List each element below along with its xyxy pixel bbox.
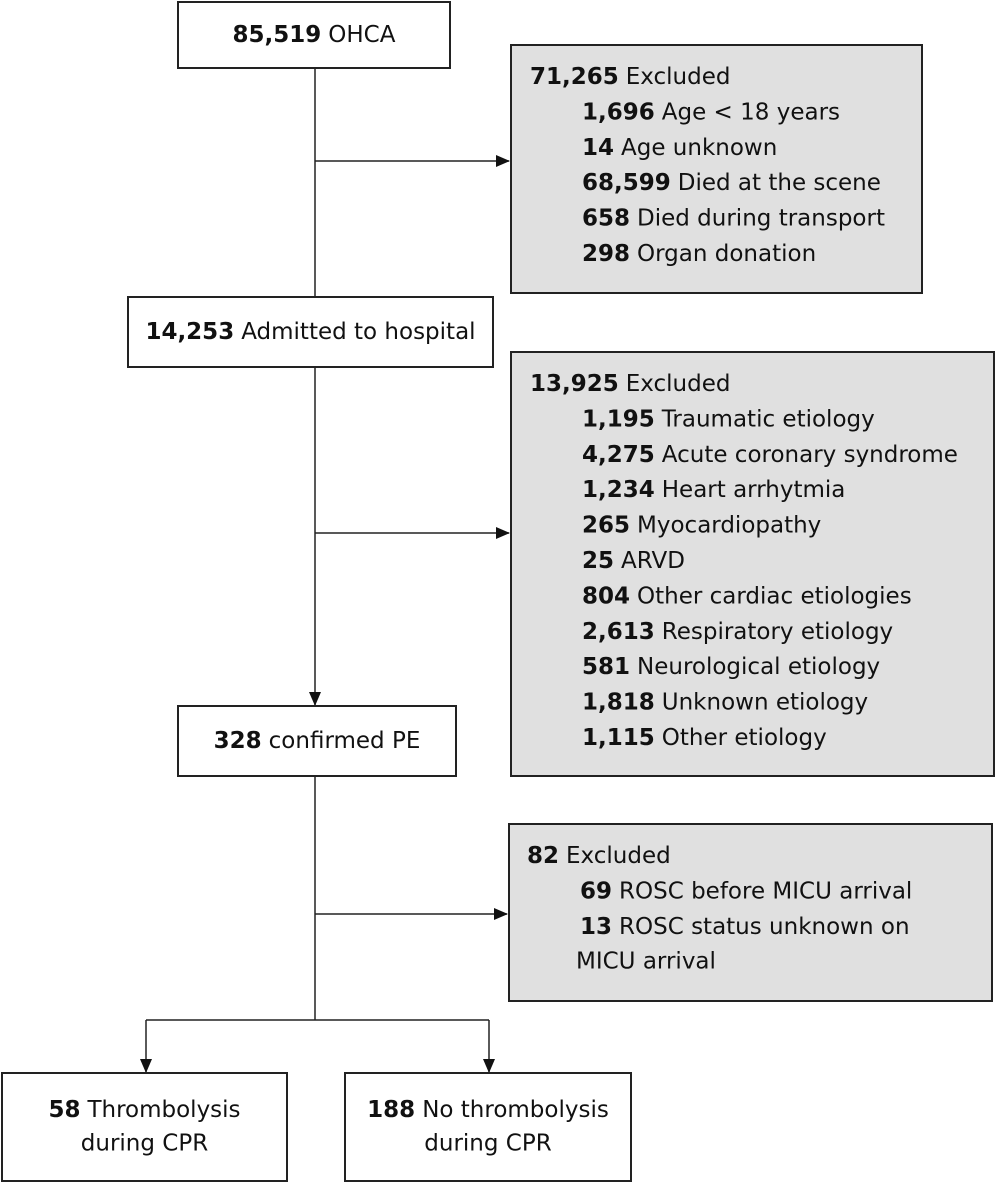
exclusion-item: 1,195 Traumatic etiology: [582, 406, 875, 432]
node-count: 58: [48, 1097, 80, 1123]
node-box: [177, 705, 457, 777]
item-count: 1,696: [582, 99, 655, 125]
exclusion-item: 298 Organ donation: [582, 241, 816, 267]
node-count: 188: [367, 1097, 415, 1123]
exclusion-item: 1,115 Other etiology: [582, 725, 827, 751]
node-label: OHCA: [328, 22, 395, 48]
item-count: 14: [582, 134, 614, 160]
node-label: during CPR: [81, 1131, 208, 1157]
exclusion-item: 1,818 Unknown etiology: [582, 689, 868, 715]
item-label: ROSC status unknown on: [619, 913, 910, 939]
node-label: during CPR: [424, 1131, 551, 1157]
exclusion-item: 1,234 Heart arrhytmia: [582, 477, 845, 503]
item-count: 2,613: [582, 618, 655, 644]
node-count: 85,519: [233, 22, 322, 48]
node-text: 328 confirmed PE: [214, 728, 421, 754]
exclusion-header: 13,925 Excluded: [530, 371, 730, 397]
node-text: 85,519 OHCA: [233, 22, 396, 48]
item-label: Myocardiopathy: [637, 512, 821, 538]
item-count: 4,275: [582, 441, 655, 467]
item-count: 69: [580, 878, 612, 904]
item-label: Organ donation: [637, 241, 816, 267]
node-text: 14,253 Admitted to hospital: [145, 319, 475, 345]
item-label: Acute coronary syndrome: [662, 441, 958, 467]
exclusion-item: 13 ROSC status unknown on: [580, 913, 910, 939]
node-count: 328: [214, 728, 262, 754]
item-label: MICU arrival: [576, 949, 716, 975]
item-count: 298: [582, 241, 630, 267]
item-label: Other etiology: [662, 725, 827, 751]
exclusion-item: 2,613 Respiratory etiology: [582, 618, 893, 644]
item-label: Respiratory etiology: [662, 618, 893, 644]
item-label: Other cardiac etiologies: [637, 583, 912, 609]
item-label: Neurological etiology: [637, 654, 880, 680]
exclusion-label: Excluded: [626, 371, 731, 397]
item-count: 265: [582, 512, 630, 538]
exclusion-count: 82: [527, 843, 559, 869]
exclusion-label: Excluded: [626, 64, 731, 90]
item-count: 1,818: [582, 689, 655, 715]
item-label: ARVD: [621, 548, 685, 574]
exclusion-item: 25 ARVD: [582, 548, 685, 574]
exclusion-item: 658 Died during transport: [582, 205, 885, 231]
node-box: [1, 1072, 288, 1182]
exclusion-item: 804 Other cardiac etiologies: [582, 583, 912, 609]
exclusion-header: 71,265 Excluded: [530, 64, 730, 90]
item-count: 13: [580, 913, 612, 939]
node-box: [127, 296, 494, 368]
node-count: 14,253: [145, 319, 234, 345]
item-count: 1,234: [582, 477, 655, 503]
node-label: confirmed PE: [269, 728, 421, 754]
node-text: 188 No thrombolysis: [367, 1097, 609, 1123]
exclusion-box: [510, 44, 923, 294]
connectors: [140, 68, 510, 1073]
node-label: Thrombolysis: [86, 1097, 240, 1123]
item-label: ROSC before MICU arrival: [619, 878, 912, 904]
node-text: 58 Thrombolysis: [48, 1097, 240, 1123]
item-label: Died at the scene: [678, 170, 881, 196]
item-count: 1,195: [582, 406, 655, 432]
exclusion-box: [508, 823, 993, 1002]
exclusion-item: 1,696 Age < 18 years: [582, 99, 840, 125]
item-count: 804: [582, 583, 630, 609]
item-count: 68,599: [582, 170, 671, 196]
exclusion-box: [510, 351, 995, 777]
item-count: 25: [582, 548, 614, 574]
node-box: [177, 1, 451, 69]
exclusion-item: 4,275 Acute coronary syndrome: [582, 441, 958, 467]
exclusion-item: 581 Neurological etiology: [582, 654, 880, 680]
exclusion-header: 82 Excluded: [527, 843, 671, 869]
exclusion-item: 14 Age unknown: [582, 134, 777, 160]
exclusion-item: 68,599 Died at the scene: [582, 170, 881, 196]
node-label: Admitted to hospital: [241, 319, 475, 345]
item-count: 1,115: [582, 725, 655, 751]
item-label: Unknown etiology: [662, 689, 868, 715]
item-label: Age unknown: [621, 134, 777, 160]
exclusion-item: 69 ROSC before MICU arrival: [580, 878, 912, 904]
item-label: Died during transport: [637, 205, 885, 231]
node-box: [344, 1072, 632, 1182]
exclusion-count: 13,925: [530, 371, 619, 397]
item-label: Traumatic etiology: [661, 406, 875, 432]
exclusion-count: 71,265: [530, 64, 619, 90]
node-label: No thrombolysis: [422, 1097, 609, 1123]
item-label: Heart arrhytmia: [662, 477, 846, 503]
item-label: Age < 18 years: [662, 99, 840, 125]
item-count: 658: [582, 205, 630, 231]
exclusion-item: 265 Myocardiopathy: [582, 512, 821, 538]
exclusion-label: Excluded: [566, 843, 671, 869]
item-count: 581: [582, 654, 630, 680]
